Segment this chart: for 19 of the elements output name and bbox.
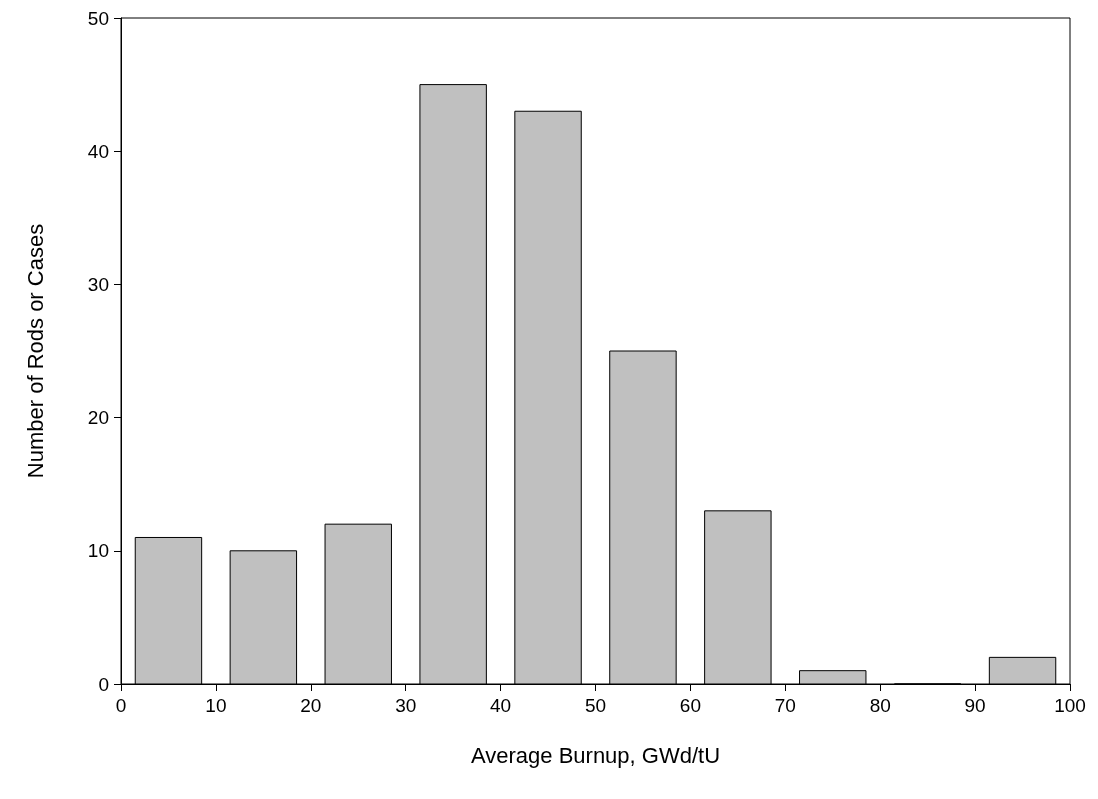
x-tick-label: 80: [869, 695, 891, 716]
x-tick-label: 90: [964, 695, 986, 716]
y-tick-label: 30: [87, 273, 109, 295]
x-tick-label: 100: [1054, 695, 1086, 716]
y-tick-label: 0: [98, 673, 109, 695]
y-axis-title: Number of Rods or Cases: [22, 223, 48, 479]
x-tick-label: 30: [395, 695, 417, 716]
x-tick-label: 40: [490, 695, 512, 716]
y-tick-label: 50: [87, 7, 109, 29]
y-tick-label: 20: [87, 407, 109, 429]
x-tick-label: 10: [205, 695, 227, 716]
x-tick-label: 60: [679, 695, 701, 716]
x-tick-label: 0: [115, 695, 127, 716]
y-tick-label: 10: [87, 540, 109, 562]
x-tick-label: 50: [584, 695, 607, 716]
x-axis-title: Average Burnup, GWd/tU: [470, 742, 721, 768]
y-tick-label: 40: [87, 140, 109, 162]
x-tick-label: 20: [300, 695, 322, 716]
x-tick-label: 70: [774, 695, 796, 716]
